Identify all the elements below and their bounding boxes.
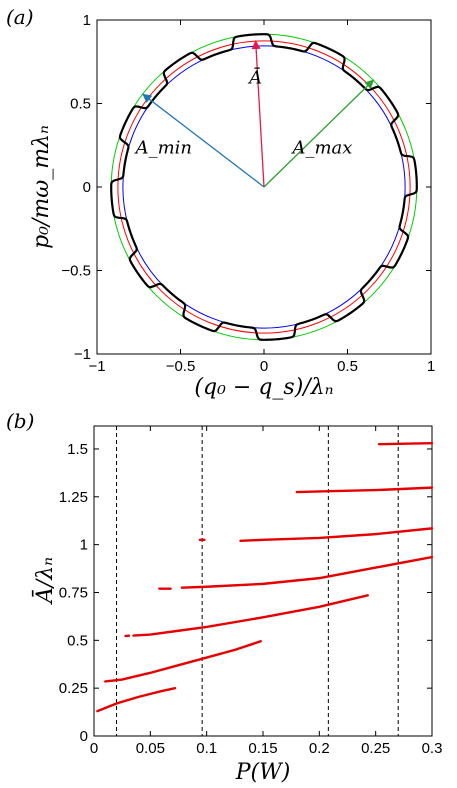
panel-b-y-tick-label: 1.5 [67,441,88,458]
series-3 [132,594,369,637]
series-8 [295,486,434,494]
series-7 [239,527,434,543]
panel-b-label: (b) [6,409,34,433]
arrow-1 [251,39,265,188]
panel-a-orbit-curve [110,33,418,341]
panel-b-x-tick-label: 0 [90,740,98,757]
panel-b-y-axis-label: Ā/λₙ [32,557,58,605]
panel-a: (a) −1 −0.5 0 0.5 1 −1 −0.5 0 0.5 1 Ā A_max A_min (… [6,5,435,400]
arrow-2 [263,79,375,188]
panel-b-y-tick-label: 0.25 [59,680,88,697]
panel-b-x-tick-label: 0.15 [248,740,277,757]
panel-b-x-axis-label: P(W) [235,760,291,785]
series-1 [104,640,262,683]
series-9 [377,442,434,446]
panel-b-x-tick-label: 0.25 [361,740,390,757]
panel-b-y-tick-label: 1.25 [59,489,88,506]
annotation-0: Ā [247,65,262,88]
circle-1 [117,40,411,334]
panel-a-y-tick-label: 1 [83,12,91,29]
panel-b-y-tick-label: 0.75 [59,584,88,601]
panel-a-y-axis-label: p₀/mω_mλₙ [29,125,54,249]
panel-a-y-tick-label: −1 [74,346,91,363]
panel-b-series [96,442,434,713]
panel-b-x-tick-label: 0.3 [422,740,443,757]
panel-a-y-tick-label: −0.5 [61,263,91,280]
panel-a-x-tick-label: 1 [427,358,435,375]
panel-b-vertical-lines [116,426,399,736]
panel-a-x-tick-label: −0.5 [166,358,196,375]
arrow-0 [142,93,265,188]
panel-b-y-tick-label: 0.5 [67,632,88,649]
panel-a-x-tick-label: −1 [88,358,105,375]
panel-a-ticks: −1 −0.5 0 0.5 1 −1 −0.5 0 0.5 1 [61,12,435,375]
panel-b-x-tick-label: 0.2 [309,740,330,757]
panel-a-label: (a) [6,5,34,29]
series-5 [180,555,434,589]
panel-a-x-axis-label: (q₀ − q_s)/λₙ [194,375,333,400]
annotation-1: A_max [290,138,352,159]
panel-a-annotations: Ā A_max A_min [134,65,353,158]
panel-a-arrows [142,39,375,188]
panel-a-x-tick-label: 0 [260,358,268,375]
panel-a-y-tick-label: 0 [83,179,91,196]
series-0 [96,686,177,713]
annotation-2: A_min [134,138,192,159]
panel-b-x-tick-label: 0.05 [136,740,165,757]
panel-b-x-tick-label: 0.1 [196,740,217,757]
panel-a-x-tick-label: 0.5 [337,358,358,375]
panel-b-ticks: 0 0.05 0.1 0.15 0.2 0.25 0.3 0 0.25 0.5 0.75 1 1.25 1… [59,426,443,757]
panel-b-plot-frame [93,425,433,737]
panel-b-y-tick-label: 1 [80,537,88,554]
panel-a-y-tick-label: 0.5 [70,96,91,113]
panel-b-y-tick-label: 0 [80,728,88,745]
panel-b: (b) 0 0.05 0.1 0.15 0.2 0.25 0.3 0 0.25 0.5 0.75 1 1… [6,409,442,785]
circle-2 [122,45,406,329]
